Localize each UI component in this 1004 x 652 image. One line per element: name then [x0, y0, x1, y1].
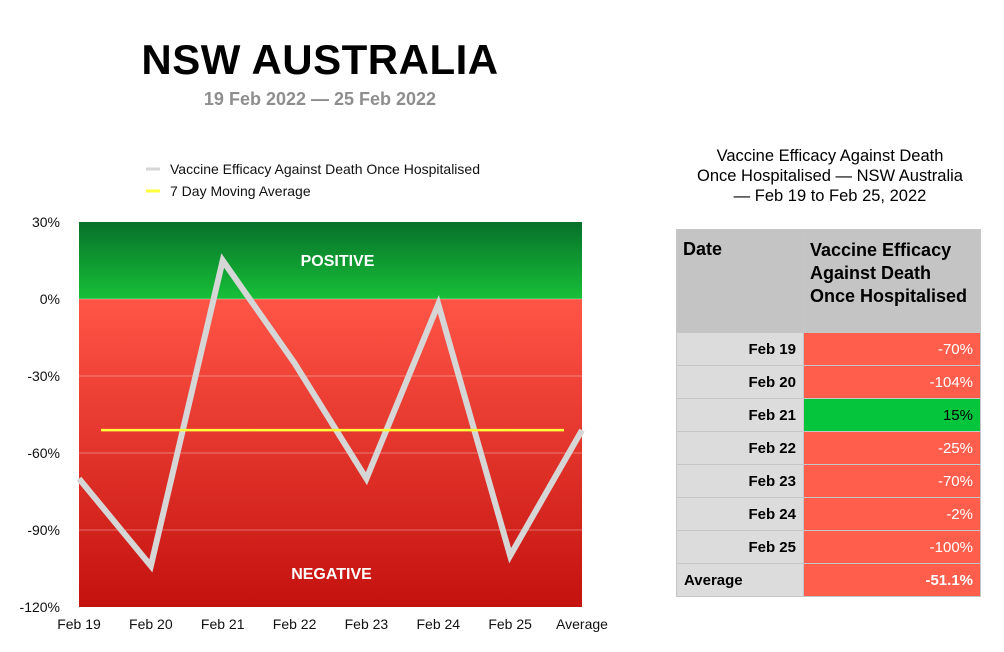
- column-header-efficacy: Vaccine Efficacy Against Death Once Hosp…: [803, 229, 981, 333]
- x-tick-label: Feb 22: [273, 616, 317, 632]
- chart-grid: [79, 298, 582, 531]
- table-title-line: — Feb 19 to Feb 25, 2022: [733, 187, 927, 205]
- average-row: Average -51.1%: [676, 563, 981, 597]
- chart-title: NSW AUSTRALIA: [141, 36, 499, 83]
- efficacy-cell: -2%: [803, 497, 981, 531]
- efficacy-cell: -70%: [803, 464, 981, 498]
- date-cell: Feb 24: [676, 497, 804, 531]
- chart-subtitle: 19 Feb 2022 — 25 Feb 2022: [203, 89, 437, 109]
- y-tick-label: -90%: [27, 522, 60, 538]
- date-cell: Feb 19: [676, 332, 804, 366]
- positive-region: [79, 222, 582, 299]
- line-chart: Vaccine Efficacy Against Death Once Hosp…: [20, 161, 609, 632]
- positive-label: POSITIVE: [301, 253, 375, 270]
- negative-label: NEGATIVE: [291, 566, 372, 583]
- date-cell: Feb 25: [676, 530, 804, 564]
- table-row: Feb 21 15%: [676, 398, 981, 432]
- efficacy-cell: 15%: [803, 398, 981, 432]
- x-tick-label: Feb 20: [129, 616, 173, 632]
- x-tick-label: Average: [556, 616, 608, 632]
- column-header-date: Date: [676, 229, 804, 333]
- average-value-cell: -51.1%: [803, 563, 981, 597]
- x-tick-label: Feb 25: [488, 616, 532, 632]
- efficacy-cell: -104%: [803, 365, 981, 399]
- efficacy-cell: -25%: [803, 431, 981, 465]
- x-tick-label: Feb 21: [201, 616, 245, 632]
- legend-label: 7 Day Moving Average: [170, 183, 311, 199]
- date-cell: Feb 23: [676, 464, 804, 498]
- table-row: Feb 23 -70%: [676, 464, 981, 498]
- y-tick-label: -30%: [27, 368, 60, 384]
- negative-region: [79, 299, 582, 607]
- chart-legend: Vaccine Efficacy Against Death Once Hosp…: [146, 161, 480, 199]
- table-row: Feb 25 -100%: [676, 530, 981, 564]
- date-cell: Feb 22: [676, 431, 804, 465]
- x-tick-label: Feb 19: [57, 616, 101, 632]
- legend-label: Vaccine Efficacy Against Death Once Hosp…: [170, 161, 480, 177]
- table-title-line: Once Hospitalised — NSW Australia: [697, 167, 963, 185]
- x-tick-label: Feb 24: [416, 616, 460, 632]
- date-cell: Feb 21: [676, 398, 804, 432]
- efficacy-line: [76, 253, 585, 573]
- x-tick-label: Feb 23: [345, 616, 389, 632]
- y-tick-label: -60%: [27, 445, 60, 461]
- date-cell: Feb 20: [676, 365, 804, 399]
- table-row: Feb 20 -104%: [676, 365, 981, 399]
- y-tick-label: -120%: [20, 599, 60, 615]
- y-tick-label: 30%: [32, 214, 60, 230]
- table-title-line: Vaccine Efficacy Against Death: [716, 147, 944, 165]
- y-tick-label: 0%: [40, 291, 60, 307]
- efficacy-cell: -100%: [803, 530, 981, 564]
- efficacy-table: Date Vaccine Efficacy Against Death Once…: [676, 229, 981, 597]
- table-row: Feb 24 -2%: [676, 497, 981, 531]
- average-label-cell: Average: [676, 563, 804, 597]
- table-row: Feb 22 -25%: [676, 431, 981, 465]
- table-row: Feb 19 -70%: [676, 332, 981, 366]
- table-title: Vaccine Efficacy Against Death Once Hosp…: [670, 146, 990, 206]
- efficacy-cell: -70%: [803, 332, 981, 366]
